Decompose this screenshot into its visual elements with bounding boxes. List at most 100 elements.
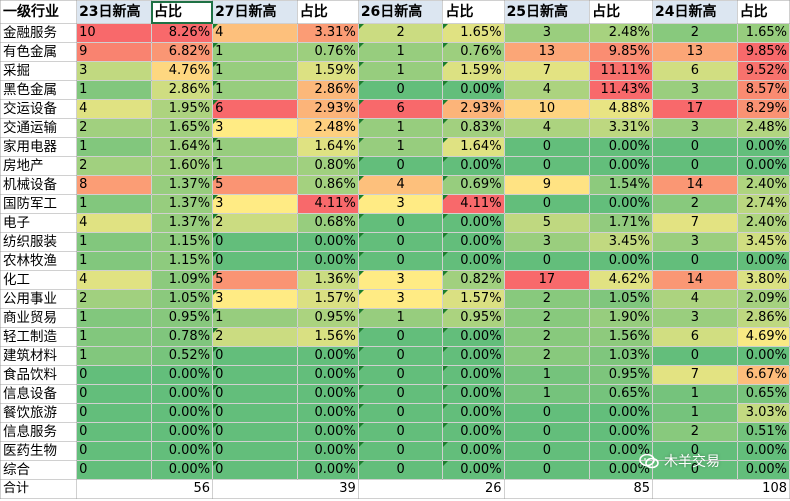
percent-cell[interactable]: 9.85% bbox=[736, 42, 790, 62]
percent-cell[interactable]: 0.00% bbox=[442, 80, 505, 100]
percent-cell[interactable]: 0.95% bbox=[442, 308, 505, 328]
count-cell[interactable]: 1 bbox=[76, 308, 152, 328]
count-cell[interactable]: 0 bbox=[212, 441, 298, 461]
count-cell[interactable]: 0 bbox=[503, 194, 591, 214]
percent-cell[interactable]: 0.00% bbox=[296, 365, 359, 385]
count-cell[interactable]: 0 bbox=[357, 156, 444, 176]
count-cell[interactable]: 7 bbox=[652, 365, 738, 385]
percent-cell[interactable]: 1.65% bbox=[736, 23, 790, 43]
count-cell[interactable]: 0 bbox=[357, 441, 444, 461]
percent-cell[interactable]: 1.71% bbox=[589, 213, 654, 233]
percent-cell[interactable]: 0.00% bbox=[589, 441, 654, 461]
industry-cell[interactable]: 采掘 bbox=[0, 61, 78, 81]
count-cell[interactable]: 2 bbox=[76, 289, 152, 309]
percent-cell[interactable]: 1.60% bbox=[150, 156, 214, 176]
percent-cell[interactable]: 0.80% bbox=[296, 156, 359, 176]
percent-cell[interactable]: 0.76% bbox=[442, 42, 505, 62]
industry-cell[interactable]: 信息服务 bbox=[0, 422, 78, 442]
count-cell[interactable]: 2 bbox=[357, 23, 444, 43]
count-cell[interactable]: 3 bbox=[76, 61, 152, 81]
column-header[interactable]: 占比 bbox=[150, 0, 214, 24]
count-cell[interactable]: 0 bbox=[357, 346, 444, 366]
industry-cell[interactable]: 商业贸易 bbox=[0, 308, 78, 328]
percent-cell[interactable]: 2.48% bbox=[589, 23, 654, 43]
percent-cell[interactable]: 0.00% bbox=[442, 213, 505, 233]
percent-cell[interactable]: 0.00% bbox=[150, 441, 214, 461]
count-cell[interactable]: 0 bbox=[212, 365, 298, 385]
percent-cell[interactable]: 0.00% bbox=[736, 460, 790, 480]
percent-cell[interactable]: 0.00% bbox=[442, 441, 505, 461]
column-header[interactable]: 25日新高 bbox=[503, 0, 591, 24]
count-cell[interactable]: 3 bbox=[212, 118, 298, 138]
count-cell[interactable]: 0 bbox=[357, 365, 444, 385]
count-cell[interactable]: 2 bbox=[652, 194, 738, 214]
percent-cell[interactable]: 1.56% bbox=[296, 327, 359, 347]
percent-cell[interactable]: 0.00% bbox=[736, 156, 790, 176]
percent-cell[interactable]: 0.00% bbox=[589, 194, 654, 214]
percent-cell[interactable]: 0.00% bbox=[442, 327, 505, 347]
percent-cell[interactable]: 0.65% bbox=[736, 384, 790, 404]
industry-cell[interactable]: 国防军工 bbox=[0, 194, 78, 214]
industry-cell[interactable]: 农林牧渔 bbox=[0, 251, 78, 271]
column-header[interactable]: 24日新高 bbox=[652, 0, 738, 24]
count-cell[interactable]: 2 bbox=[76, 156, 152, 176]
count-cell[interactable]: 9 bbox=[503, 175, 591, 195]
column-header[interactable]: 23日新高 bbox=[76, 0, 152, 24]
count-cell[interactable]: 1 bbox=[76, 327, 152, 347]
count-cell[interactable]: 0 bbox=[503, 460, 591, 480]
column-header[interactable]: 27日新高 bbox=[212, 0, 298, 24]
percent-cell[interactable]: 1.37% bbox=[150, 213, 214, 233]
count-cell[interactable]: 8 bbox=[76, 175, 152, 195]
percent-cell[interactable]: 2.74% bbox=[736, 194, 790, 214]
percent-cell[interactable]: 0.00% bbox=[296, 251, 359, 271]
percent-cell[interactable]: 4.88% bbox=[589, 99, 654, 119]
count-cell[interactable]: 2 bbox=[76, 118, 152, 138]
percent-cell[interactable]: 0.78% bbox=[150, 327, 214, 347]
percent-cell[interactable]: 1.05% bbox=[150, 289, 214, 309]
count-cell[interactable]: 3 bbox=[357, 289, 444, 309]
percent-cell[interactable]: 0.95% bbox=[150, 308, 214, 328]
percent-cell[interactable]: 0.00% bbox=[442, 365, 505, 385]
percent-cell[interactable]: 2.40% bbox=[736, 175, 790, 195]
percent-cell[interactable]: 0.00% bbox=[296, 422, 359, 442]
count-cell[interactable]: 0 bbox=[357, 403, 444, 423]
count-cell[interactable]: 0 bbox=[652, 137, 738, 157]
count-cell[interactable]: 1 bbox=[76, 80, 152, 100]
percent-cell[interactable]: 0.00% bbox=[296, 232, 359, 252]
percent-cell[interactable]: 4.11% bbox=[296, 194, 359, 214]
percent-cell[interactable]: 0.68% bbox=[296, 213, 359, 233]
count-cell[interactable]: 0 bbox=[76, 365, 152, 385]
percent-cell[interactable]: 2.86% bbox=[736, 308, 790, 328]
count-cell[interactable]: 0 bbox=[76, 460, 152, 480]
count-cell[interactable]: 1 bbox=[503, 384, 591, 404]
column-header[interactable]: 占比 bbox=[296, 0, 359, 24]
percent-cell[interactable]: 4.11% bbox=[442, 194, 505, 214]
count-cell[interactable]: 14 bbox=[652, 175, 738, 195]
percent-cell[interactable]: 0.00% bbox=[736, 346, 790, 366]
count-cell[interactable]: 2 bbox=[503, 289, 591, 309]
percent-cell[interactable]: 1.65% bbox=[442, 23, 505, 43]
count-cell[interactable]: 4 bbox=[76, 213, 152, 233]
count-cell[interactable]: 1 bbox=[212, 61, 298, 81]
count-cell[interactable]: 5 bbox=[503, 213, 591, 233]
count-cell[interactable]: 4 bbox=[76, 99, 152, 119]
count-cell[interactable]: 2 bbox=[652, 23, 738, 43]
count-cell[interactable]: 1 bbox=[212, 137, 298, 157]
percent-cell[interactable]: 0.00% bbox=[442, 460, 505, 480]
percent-cell[interactable]: 0.00% bbox=[589, 251, 654, 271]
industry-cell[interactable]: 医药生物 bbox=[0, 441, 78, 461]
total-value[interactable]: 108 bbox=[652, 479, 790, 499]
percent-cell[interactable]: 0.95% bbox=[296, 308, 359, 328]
percent-cell[interactable]: 3.03% bbox=[736, 403, 790, 423]
percent-cell[interactable]: 0.00% bbox=[736, 137, 790, 157]
count-cell[interactable]: 6 bbox=[212, 99, 298, 119]
percent-cell[interactable]: 1.57% bbox=[442, 289, 505, 309]
count-cell[interactable]: 0 bbox=[212, 384, 298, 404]
industry-cell[interactable]: 黑色金属 bbox=[0, 80, 78, 100]
percent-cell[interactable]: 0.86% bbox=[296, 175, 359, 195]
count-cell[interactable]: 3 bbox=[212, 194, 298, 214]
count-cell[interactable]: 0 bbox=[503, 156, 591, 176]
count-cell[interactable]: 3 bbox=[357, 270, 444, 290]
percent-cell[interactable]: 2.93% bbox=[442, 99, 505, 119]
count-cell[interactable]: 6 bbox=[652, 61, 738, 81]
